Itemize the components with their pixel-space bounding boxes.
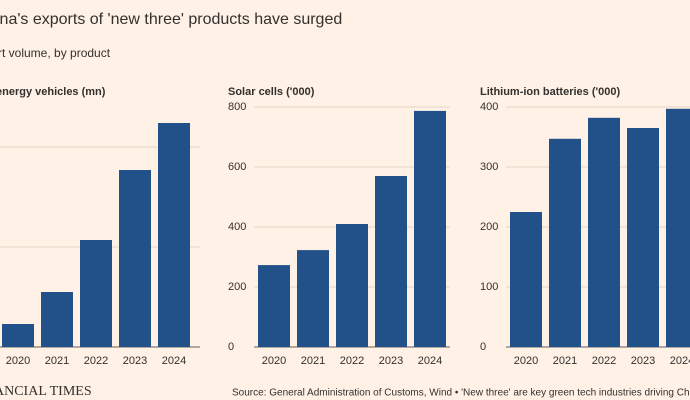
panel-title: Solar cells ('000) [228, 86, 315, 98]
bar [80, 240, 112, 347]
x-tick-label: 2022 [84, 355, 108, 367]
panel-title: Lithium-ion batteries ('000) [480, 86, 620, 98]
y-tick-label: 800 [228, 101, 246, 113]
y-tick-label: 600 [228, 161, 246, 173]
x-tick-label: 2022 [340, 355, 364, 367]
bar [336, 224, 368, 347]
bar [627, 128, 659, 347]
y-tick-label: 300 [480, 161, 498, 173]
bar [588, 117, 620, 347]
y-tick-label: 200 [480, 221, 498, 233]
bar [414, 110, 446, 348]
y-tick-label: 100 [480, 281, 498, 293]
x-tick-label: 2021 [553, 355, 577, 367]
brand: ANCIAL TIMES [0, 384, 92, 399]
bar [375, 176, 407, 347]
y-tick-label: 0 [228, 341, 234, 353]
panel-title: energy vehicles (mn) [0, 86, 106, 98]
bar [158, 123, 190, 347]
subtitle: rt volume, by product [0, 46, 111, 60]
bar [41, 292, 73, 347]
x-tick-label: 2022 [592, 355, 616, 367]
x-tick-label: 2021 [45, 355, 69, 367]
x-tick-label: 2023 [123, 355, 147, 367]
x-tick-label: 2020 [514, 355, 538, 367]
y-tick-label: 400 [228, 221, 246, 233]
x-tick-label: 2024 [162, 355, 186, 367]
x-tick-label: 2020 [262, 355, 286, 367]
x-tick-label: 2021 [301, 355, 325, 367]
x-tick-label: 2024 [670, 355, 690, 367]
y-tick-label: 400 [480, 101, 498, 113]
x-tick-label: 2020 [6, 355, 30, 367]
x-tick-label: 2024 [418, 355, 442, 367]
bar [2, 324, 34, 347]
x-tick-label: 2023 [631, 355, 655, 367]
title: ina's exports of 'new three' products ha… [0, 11, 342, 28]
bar [666, 108, 690, 347]
source: Source: General Administration of Custom… [232, 388, 690, 399]
bar [297, 250, 329, 347]
bar [119, 170, 151, 347]
x-tick-label: 2023 [379, 355, 403, 367]
bar [510, 212, 542, 347]
y-tick-label: 0 [480, 341, 486, 353]
y-tick-label: 200 [228, 281, 246, 293]
bar [258, 265, 290, 347]
bar [549, 138, 581, 347]
